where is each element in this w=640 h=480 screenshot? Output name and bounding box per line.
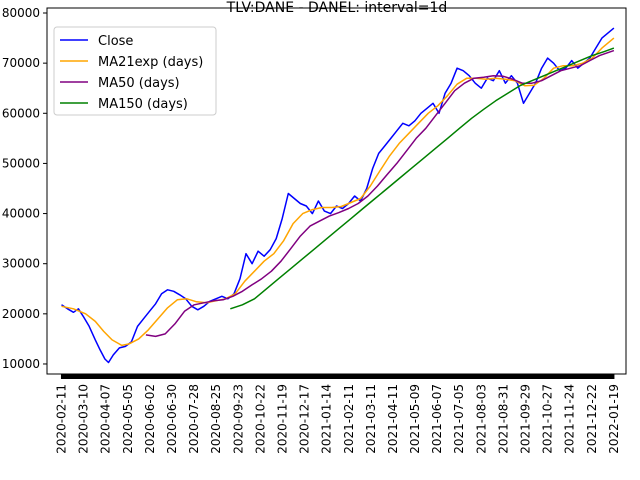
legend: Close MA21exp (days) MA50 (days) MA150 (day… — [53, 26, 217, 116]
x-tick-label: 2020-06-30 — [165, 384, 179, 454]
series-line-close — [61, 27, 615, 364]
x-tick-label: 2021-01-14 — [320, 384, 334, 454]
x-tick-label: 2021-05-09 — [408, 384, 422, 454]
x-tick-label: 2020-08-25 — [209, 384, 223, 454]
x-tick-label: 2020-03-10 — [77, 384, 91, 454]
legend-label: MA21exp (days) — [98, 55, 203, 70]
y-tick-label: 30000 — [2, 257, 40, 271]
y-tick-label: 40000 — [2, 207, 40, 221]
x-tick-label: 2021-02-11 — [342, 384, 356, 454]
legend-label: Close — [98, 34, 133, 49]
series-line-ma50-days — [145, 49, 615, 338]
legend-label: MA150 (days) — [98, 97, 188, 112]
x-daily-ticks — [61, 374, 614, 379]
x-tick-label: 2021-04-11 — [386, 384, 400, 454]
series-line-ma21exp-days — [61, 37, 615, 347]
x-tick-label: 2021-07-05 — [452, 384, 466, 454]
x-tick-label: 2022-01-19 — [607, 384, 621, 454]
x-axis: 2020-02-11 2020-03-10 2020-04-07 2020-05-05… — [54, 374, 621, 454]
x-tick-label: 2020-07-28 — [187, 384, 201, 454]
y-tick-label: 20000 — [2, 307, 40, 321]
x-tick-label: 2021-12-22 — [585, 384, 599, 454]
x-tick-label: 2020-05-05 — [121, 384, 135, 454]
y-tick-label: 80000 — [2, 6, 40, 20]
x-tick-label: 2021-08-31 — [496, 384, 510, 454]
x-tick-label: 2020-10-22 — [253, 384, 267, 454]
y-axis: 10000 20000 30000 40000 50000 60000 70000 80000 — [2, 6, 47, 371]
x-tick-label: 2020-12-17 — [298, 384, 312, 454]
plot-area — [61, 27, 615, 364]
y-tick-label: 50000 — [2, 156, 40, 170]
x-tick-label: 2021-09-29 — [519, 384, 533, 454]
legend-label: MA50 (days) — [98, 76, 180, 91]
x-tick-label: 2020-02-11 — [54, 384, 68, 454]
legend-box — [53, 26, 217, 116]
x-tick-label: 2021-03-11 — [364, 384, 378, 454]
x-tick-label: 2021-06-07 — [430, 384, 444, 454]
x-tick-label: 2020-11-19 — [275, 384, 289, 454]
x-tick-label: 2020-04-07 — [99, 384, 113, 454]
x-tick-label: 2021-08-03 — [474, 384, 488, 454]
y-tick-label: 10000 — [2, 357, 40, 371]
y-tick-label: 60000 — [2, 106, 40, 120]
y-tick-label: 70000 — [2, 56, 40, 70]
x-tick-label: 2020-06-02 — [143, 384, 157, 454]
series-line-ma150-days — [230, 47, 615, 310]
x-tick-label: 2021-11-24 — [563, 384, 577, 454]
x-tick-label: 2020-09-23 — [231, 384, 245, 454]
x-tick-label: 2021-10-27 — [541, 384, 555, 454]
